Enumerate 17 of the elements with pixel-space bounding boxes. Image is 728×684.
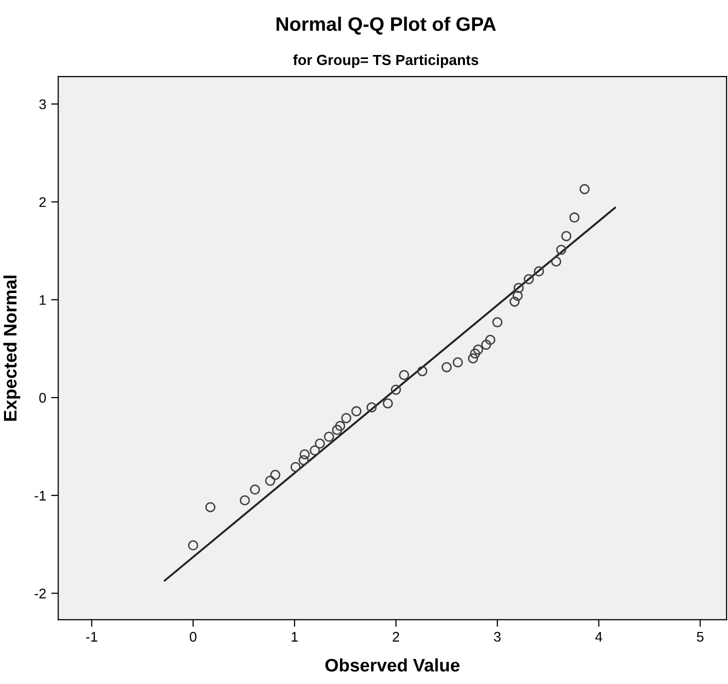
x-tick-label: 1 <box>292 632 298 642</box>
y-tick-label: -1 <box>34 490 46 500</box>
x-tick-label: 0 <box>190 632 196 642</box>
y-tick-label: 3 <box>39 99 46 110</box>
y-tick-label: -2 <box>34 588 46 598</box>
chart-title: Normal Q-Q Plot of GPA <box>276 16 496 35</box>
chart-subtitle: for Group= TS Participants <box>293 54 478 68</box>
x-tick-label: -1 <box>86 632 98 642</box>
y-axis-title: Expected Normal <box>3 276 20 421</box>
y-tick-label: 1 <box>40 295 46 305</box>
x-tick-label: 3 <box>494 632 501 642</box>
x-tick-label: 5 <box>696 632 704 642</box>
y-tick-label: 0 <box>39 392 46 403</box>
x-axis-title: Observed Value <box>325 658 460 672</box>
y-tick-label: 2 <box>39 197 46 207</box>
x-tick-label: 4 <box>595 632 602 642</box>
x-tick-label: 2 <box>392 632 400 642</box>
